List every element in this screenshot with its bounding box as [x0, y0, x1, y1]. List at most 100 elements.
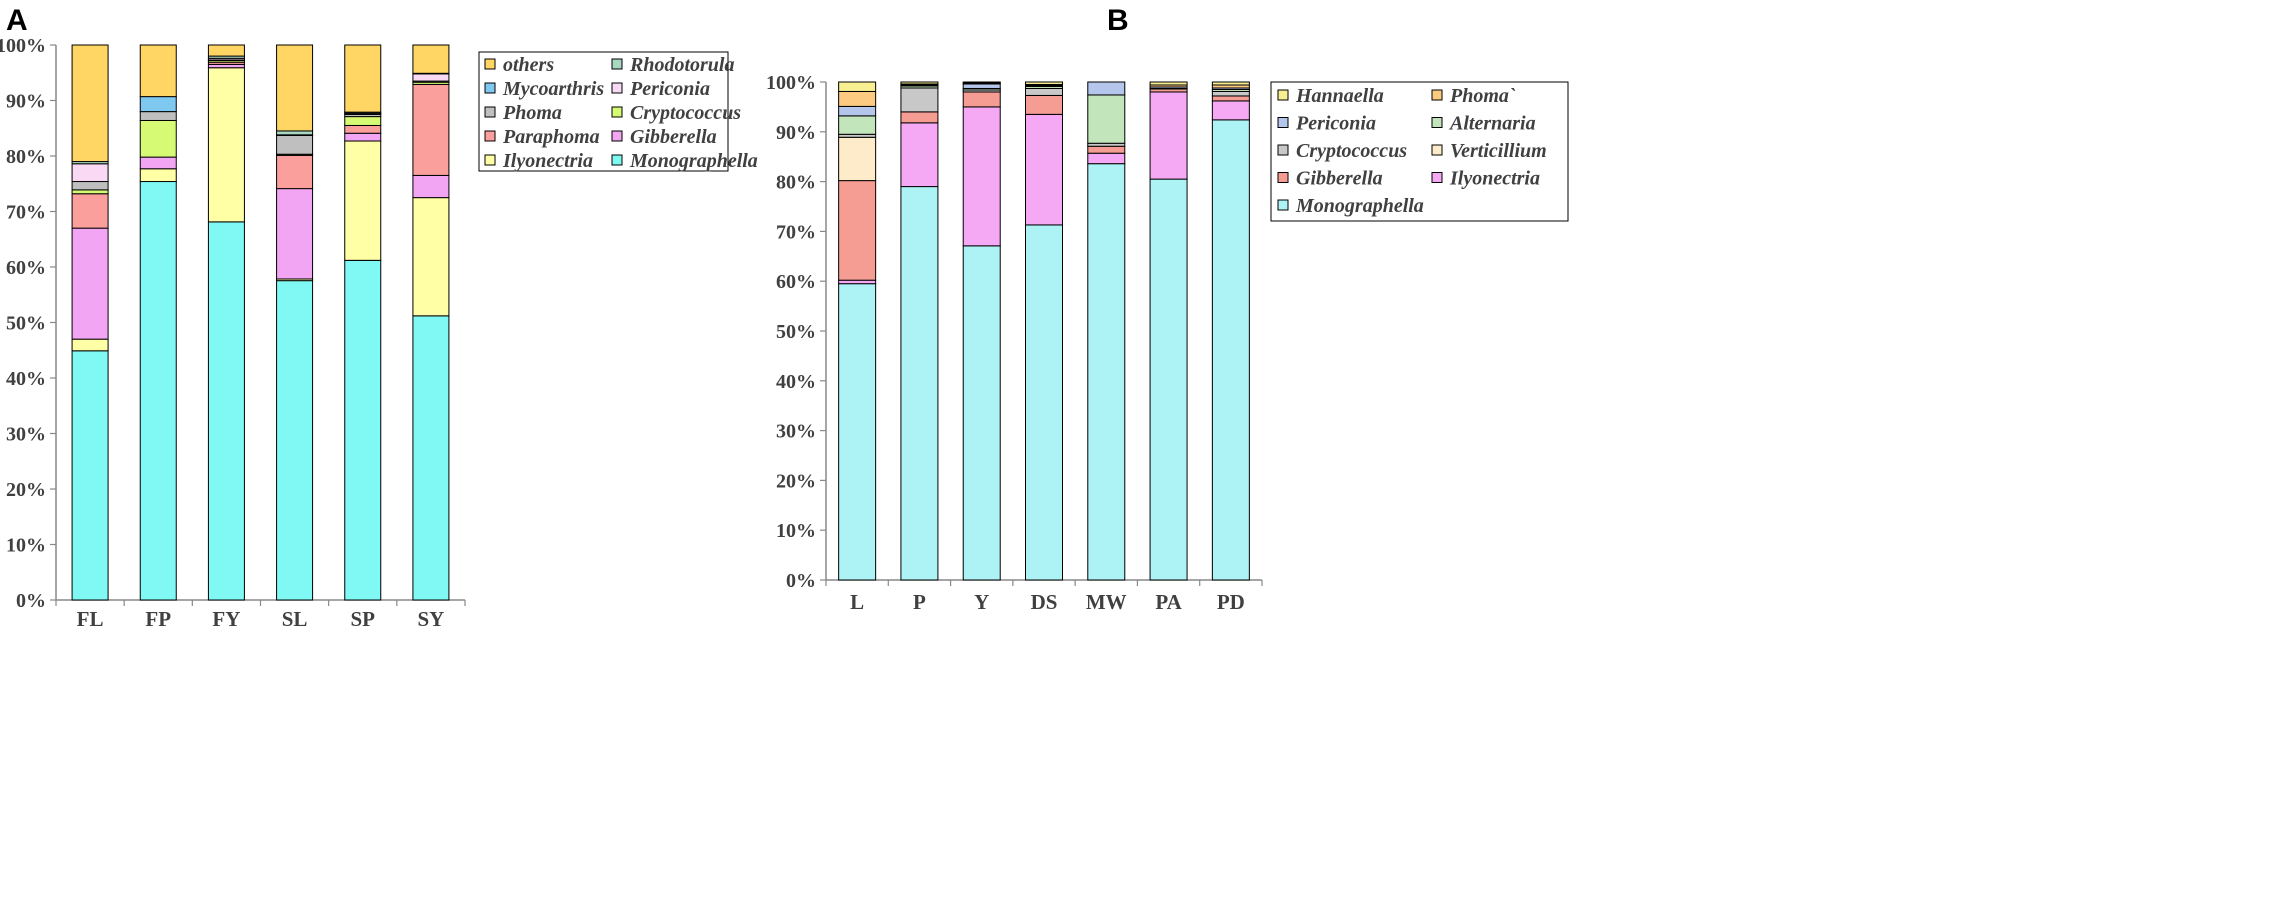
chart-a-bar-fl-monographella	[71, 350, 109, 601]
chart-a-y-tick-label: 0%	[16, 590, 46, 612]
chart-a-bar-sp-others	[344, 44, 382, 113]
chart-b-x-label-mw: MW	[1086, 590, 1127, 614]
chart-b-bar-pd-monographella	[1211, 119, 1250, 581]
chart-a-legend-label-ilyonectria: Ilyonectria	[502, 150, 593, 172]
chart-b-bar-mw-gibberella	[1087, 145, 1126, 154]
chart-a-bar-sy-paraphoma	[412, 83, 450, 176]
chart-a-legend-swatch-gibberella	[611, 130, 623, 142]
chart-b-legend-swatch-periconia	[1277, 117, 1289, 128]
chart-a-legend-label-gibberella: Gibberella	[630, 126, 717, 148]
chart-b-y-tick-label: 100%	[766, 72, 816, 94]
chart-a-bar-fy-ilyonectria	[207, 67, 245, 223]
chart-a-bar-fp-cryptococcus	[139, 119, 177, 158]
chart-b-legend-swatch-monographella	[1277, 199, 1289, 211]
chart-b-bar-p-cryptococcus	[900, 87, 939, 113]
chart-a-x-label-fl: FL	[77, 607, 104, 631]
chart-b-y-tick-label: 50%	[776, 321, 816, 343]
chart-b-legend-label-phoma: Phoma`	[1449, 85, 1516, 107]
chart-b-y-tick-label: 80%	[776, 172, 816, 194]
chart-b-legend-label-cryptococcus: Cryptococcus	[1296, 140, 1407, 162]
chart-b-bar-mw-periconia	[1087, 81, 1126, 96]
chart-b-legend-label-gibberella: Gibberella	[1296, 168, 1383, 190]
chart-a-bar-sl-paraphoma	[276, 154, 314, 190]
chart-a-bar-fl-cryptococcus	[71, 189, 109, 195]
chart-b-bar-l-gibberella	[838, 180, 877, 281]
chart-a-bar-sl-others	[276, 44, 314, 132]
chart-b-bar-pa-hannaella	[1149, 81, 1188, 86]
chart-a-bar-sy-ilyonectria	[412, 197, 450, 317]
chart-a-bar-sp-gibberella	[344, 132, 382, 142]
chart-a-bar-sl-rhodotorula	[276, 130, 314, 136]
chart-b-y-tick-label: 90%	[776, 122, 816, 144]
chart-a-y-tick-label: 70%	[6, 202, 46, 224]
chart-a-bar-fl-paraphoma	[71, 193, 109, 229]
chart-b-bar-p-monographella	[900, 186, 939, 581]
chart-a-y-tick-label: 80%	[6, 146, 46, 168]
chart-a-bar-sl-gibberella	[276, 188, 314, 280]
chart-a: 0% 10% 20% 30% 40% 50% 60% 70% 80% 90% 100% FL FP FY S…	[0, 35, 758, 631]
chart-a-bar-fy-others	[207, 44, 245, 57]
chart-b-x-label-ds: DS	[1031, 590, 1058, 614]
chart-a-x-label-fp: FP	[145, 607, 171, 631]
chart-a-legend-swatch-periconia	[611, 82, 623, 94]
chart-a-bar-fl-periconia	[71, 163, 109, 183]
chart-a-y-tick-label: 20%	[6, 479, 46, 501]
chart-a-bar-sp-cryptococcus	[344, 116, 382, 126]
chart-a-y-tick-label: 40%	[6, 368, 46, 390]
chart-b-bar-ds-cryptococcus	[1025, 87, 1063, 96]
chart-b-legend-swatch-gibberella	[1277, 172, 1289, 183]
chart-b-y-tick-label: 0%	[786, 570, 816, 592]
chart-b-bar-ds-hannaella	[1025, 81, 1063, 85]
chart-b-legend-swatch-ilyonectria	[1431, 172, 1443, 183]
chart-b-y-tick-label: 60%	[776, 271, 816, 293]
chart-b-bar-l-hannaella	[838, 81, 877, 92]
chart-a-legend-label-mycoarthris: Mycoarthris	[502, 78, 604, 100]
chart-b-bar-ds-ilyonectria	[1025, 113, 1063, 226]
chart-a-x-label-sp: SP	[350, 607, 375, 631]
chart-a-bar-fl-phoma	[71, 181, 109, 191]
chart-a-bar-fy-monographella	[207, 221, 245, 601]
chart-b-bar-l-alternaria	[838, 115, 877, 135]
chart-b-bar-y-monographella	[962, 245, 1001, 581]
chart-a-bar-fl-gibberella	[71, 227, 109, 340]
chart-b-y-tick-label: 10%	[776, 520, 816, 542]
chart-a-bar-sy-gibberella	[412, 174, 450, 199]
chart-b-bar-l-phoma	[838, 90, 877, 107]
chart-b-bar-ds-monographella	[1025, 224, 1063, 581]
chart-b-x-label-l: L	[850, 590, 864, 614]
chart-a-legend-label-phoma: Phoma	[502, 102, 562, 124]
chart-b-legend-swatch-hannaella	[1277, 89, 1289, 101]
chart-b-bar-y-periconia	[962, 83, 1001, 89]
chart-b-x-label-y: Y	[974, 590, 989, 614]
chart-b-legend-label-periconia: Periconia	[1295, 113, 1376, 135]
chart-b-x-label-p: P	[913, 590, 926, 614]
chart-a-bar-fp-gibberella	[139, 156, 177, 170]
chart-a-bar-fp-ilyonectria	[139, 168, 177, 183]
chart-a-bar-sp-paraphoma	[344, 124, 382, 134]
chart-a-legend-label-cryptococcus: Cryptococcus	[630, 102, 741, 124]
chart-a-legend-label-others: others	[503, 54, 554, 76]
chart-b-bar-l-periconia	[838, 105, 877, 117]
chart-a-bar-sl-monographella	[276, 280, 314, 601]
chart-a-legend-swatch-phoma	[484, 106, 496, 118]
chart-b-bar-pa-ilyonectria	[1149, 91, 1188, 180]
chart-a-bar-fl-others	[71, 44, 109, 163]
chart-b-bar-ds-gibberella	[1025, 94, 1063, 115]
chart-a-bar-sy-periconia	[412, 73, 450, 82]
chart-a-y-tick-label: 10%	[6, 535, 46, 557]
chart-b-y-tick-label: 70%	[776, 221, 816, 243]
chart-a-legend-swatch-monographella	[611, 154, 623, 166]
chart-a-x-label-sy: SY	[417, 607, 444, 631]
chart-a-legend-swatch-rhodotorula	[611, 58, 623, 70]
chart-a-legend-label-monographella: Monographella	[629, 150, 758, 172]
chart-b-legend-label-alternaria: Alternaria	[1448, 113, 1536, 135]
chart-b: 0% 10% 20% 30% 40% 50% 60% 70% 80% 90% 100% L P Y DS MW…	[766, 72, 1569, 614]
chart-b-bar-mw-alternaria	[1087, 94, 1126, 144]
chart-a-x-label-sl: SL	[282, 607, 308, 631]
chart-a-legend-label-rhodotorula: Rhodotorula	[629, 54, 734, 76]
chart-a-bar-sl-phoma	[276, 134, 314, 155]
chart-b-bar-p-ilyonectria	[900, 122, 939, 188]
chart-a-bar-fp-phoma	[139, 111, 177, 121]
chart-b-bar-p-gibberella	[900, 111, 939, 124]
